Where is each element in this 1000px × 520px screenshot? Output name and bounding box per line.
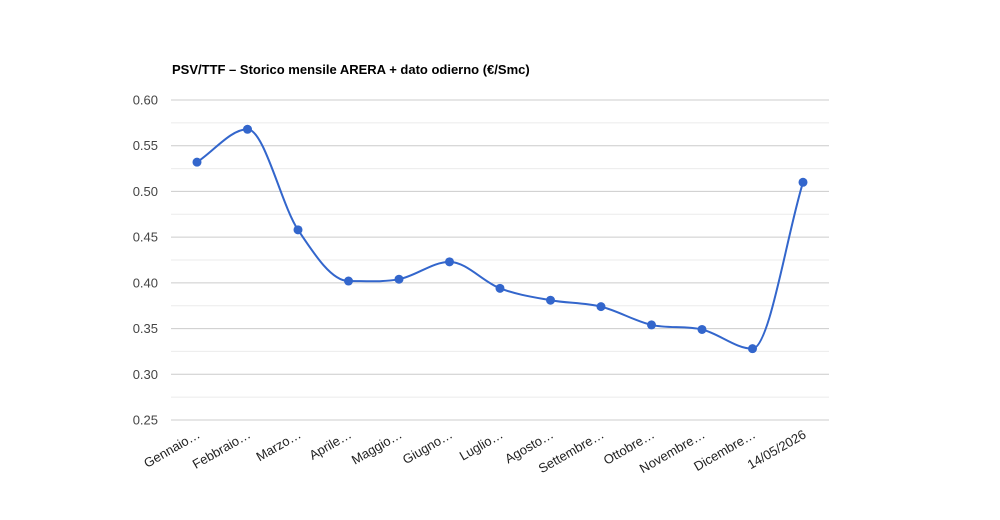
y-tick-label: 0.40 <box>133 275 158 290</box>
data-point <box>293 225 303 235</box>
data-point <box>798 177 808 187</box>
y-tick-label: 0.30 <box>133 367 158 382</box>
data-point <box>596 302 606 312</box>
x-tick-label: Aprile… <box>306 427 354 463</box>
x-tick-label: Maggio… <box>349 427 405 468</box>
data-point <box>697 324 707 334</box>
data-point <box>344 276 353 286</box>
x-axis-ticks: Gennaio…Febbraio… Marzo… Aprile…Maggio…Giu… <box>141 427 808 476</box>
chart-title: PSV/TTF – Storico mensile ARERA + dato o… <box>172 62 530 77</box>
x-tick-label: Luglio… <box>457 427 506 464</box>
y-tick-label: 0.55 <box>133 138 158 153</box>
y-tick-label: 0.35 <box>133 321 158 336</box>
data-point <box>243 124 252 134</box>
y-tick-label: 0.60 <box>133 93 158 108</box>
data-point <box>748 344 757 354</box>
y-tick-label: 0.50 <box>133 184 158 199</box>
series-line <box>196 128 804 350</box>
y-tick-label: 0.45 <box>133 230 158 245</box>
series-line-group <box>196 128 804 350</box>
data-point <box>192 157 202 167</box>
y-tick-label: 0.25 <box>133 413 158 428</box>
x-tick-label: Giugno… <box>400 427 455 467</box>
data-point <box>495 283 505 293</box>
data-point <box>394 274 404 284</box>
data-point <box>445 257 454 267</box>
data-point <box>546 295 555 305</box>
data-point <box>647 320 656 330</box>
gridlines <box>171 99 829 421</box>
data-points <box>192 124 808 354</box>
x-tick-label: Marzo… <box>253 427 303 465</box>
y-axis-ticks: 0.60 0.55 0.50 0.45 0.40 0.35 0.30 0.25 <box>133 93 158 428</box>
x-tick-label: Febbraio… <box>190 427 253 472</box>
